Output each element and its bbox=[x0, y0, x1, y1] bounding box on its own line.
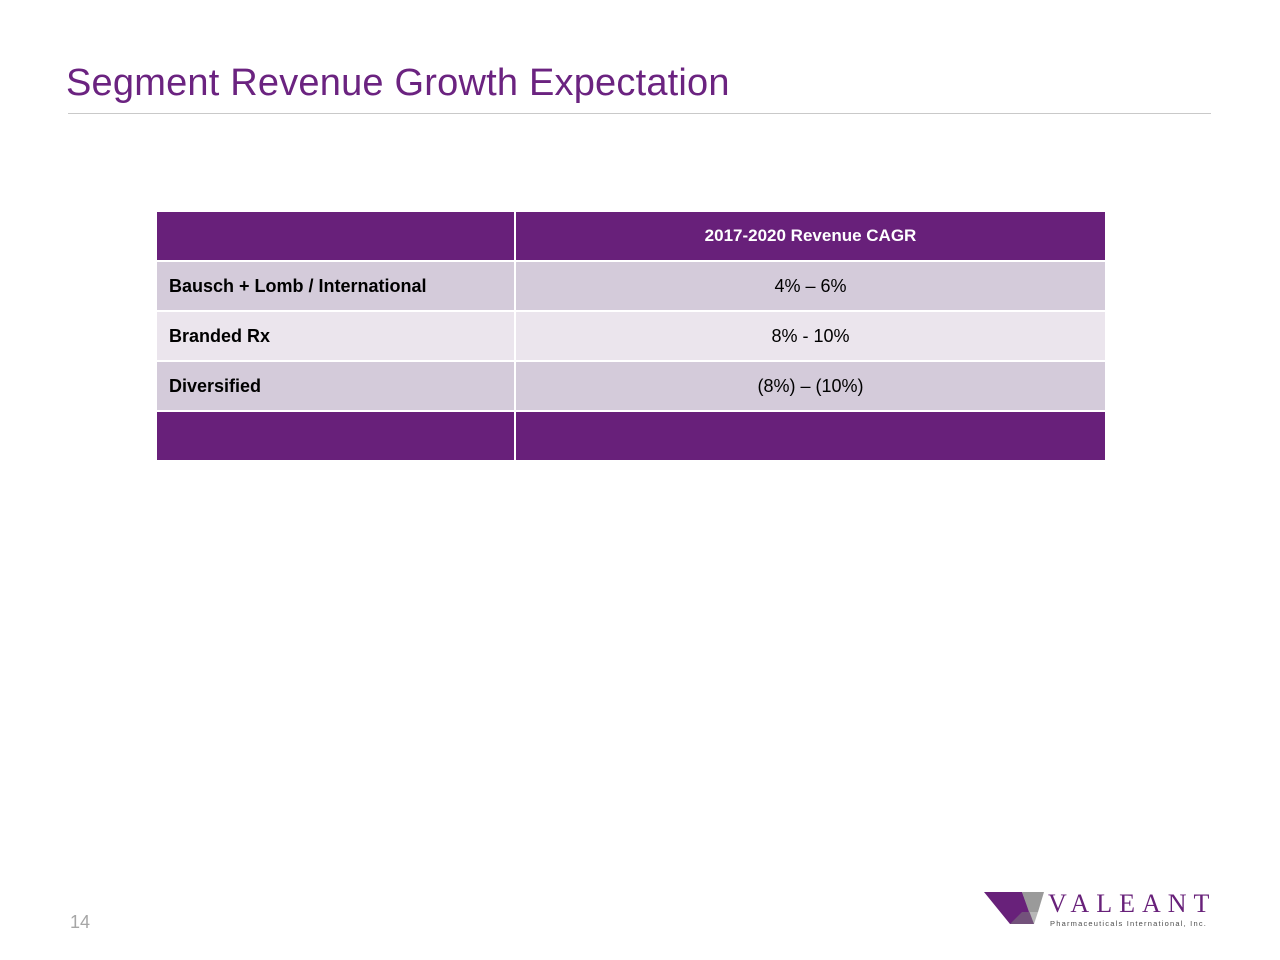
header-cell-cagr: 2017-2020 Revenue CAGR bbox=[514, 210, 1107, 262]
table-footer-row bbox=[155, 410, 1107, 462]
segment-label: Bausch + Lomb / International bbox=[155, 260, 516, 312]
title-divider bbox=[68, 113, 1211, 114]
segment-label: Branded Rx bbox=[155, 310, 516, 362]
logo-tagline: Pharmaceuticals International, Inc. bbox=[1050, 919, 1208, 928]
valeant-v-mark-icon bbox=[984, 892, 1044, 924]
table-row: Branded Rx 8% - 10% bbox=[155, 310, 1107, 362]
valeant-logo: VALEANT Pharmaceuticals International, I… bbox=[982, 886, 1218, 930]
revenue-cagr-table: 2017-2020 Revenue CAGR Bausch + Lomb / I… bbox=[155, 210, 1107, 462]
table-row: Diversified (8%) – (10%) bbox=[155, 360, 1107, 412]
segment-label: Diversified bbox=[155, 360, 516, 412]
slide-title: Segment Revenue Growth Expectation bbox=[66, 62, 730, 104]
header-cell-segment bbox=[155, 210, 516, 262]
cagr-value: 8% - 10% bbox=[514, 310, 1107, 362]
page-number: 14 bbox=[70, 912, 91, 932]
cagr-value: (8%) – (10%) bbox=[514, 360, 1107, 412]
footer-cell-right bbox=[514, 410, 1107, 462]
logo-wordmark: VALEANT bbox=[1048, 889, 1217, 918]
table-row: Bausch + Lomb / International 4% – 6% bbox=[155, 260, 1107, 312]
footer-cell-left bbox=[155, 410, 516, 462]
table-header-row: 2017-2020 Revenue CAGR bbox=[155, 210, 1107, 262]
cagr-value: 4% – 6% bbox=[514, 260, 1107, 312]
